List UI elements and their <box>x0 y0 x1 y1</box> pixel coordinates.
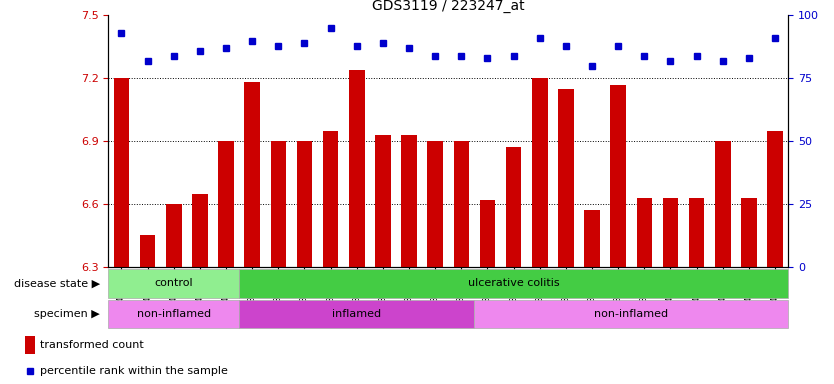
Title: GDS3119 / 223247_at: GDS3119 / 223247_at <box>372 0 525 13</box>
Bar <box>584 210 600 267</box>
Text: non-inflamed: non-inflamed <box>594 309 668 319</box>
Bar <box>454 141 470 267</box>
Bar <box>663 198 678 267</box>
Text: specimen ▶: specimen ▶ <box>34 309 100 319</box>
Bar <box>610 84 626 267</box>
Bar <box>108 300 239 328</box>
Bar <box>689 198 705 267</box>
Bar <box>239 269 788 298</box>
Bar <box>140 235 155 267</box>
Text: non-inflamed: non-inflamed <box>137 309 211 319</box>
Bar <box>270 141 286 267</box>
Text: transformed count: transformed count <box>40 340 143 350</box>
Bar <box>505 147 521 267</box>
Text: inflamed: inflamed <box>332 309 381 319</box>
Bar <box>715 141 731 267</box>
Bar <box>636 198 652 267</box>
Bar <box>192 194 208 267</box>
Bar <box>401 135 417 267</box>
Text: ulcerative colitis: ulcerative colitis <box>468 278 560 288</box>
Bar <box>113 78 129 267</box>
Bar <box>297 141 312 267</box>
Bar <box>480 200 495 267</box>
Bar <box>532 78 548 267</box>
Bar <box>244 83 260 267</box>
Bar <box>741 198 756 267</box>
Bar <box>427 141 443 267</box>
Bar <box>25 336 35 354</box>
Bar <box>323 131 339 267</box>
Bar <box>239 300 475 328</box>
Bar <box>475 300 788 328</box>
Bar <box>767 131 783 267</box>
Bar <box>558 89 574 267</box>
Text: percentile rank within the sample: percentile rank within the sample <box>40 366 228 376</box>
Text: control: control <box>154 278 193 288</box>
Text: disease state ▶: disease state ▶ <box>14 278 100 288</box>
Bar <box>375 135 391 267</box>
Bar <box>219 141 234 267</box>
Bar <box>166 204 182 267</box>
Bar <box>349 70 364 267</box>
Bar <box>108 269 239 298</box>
